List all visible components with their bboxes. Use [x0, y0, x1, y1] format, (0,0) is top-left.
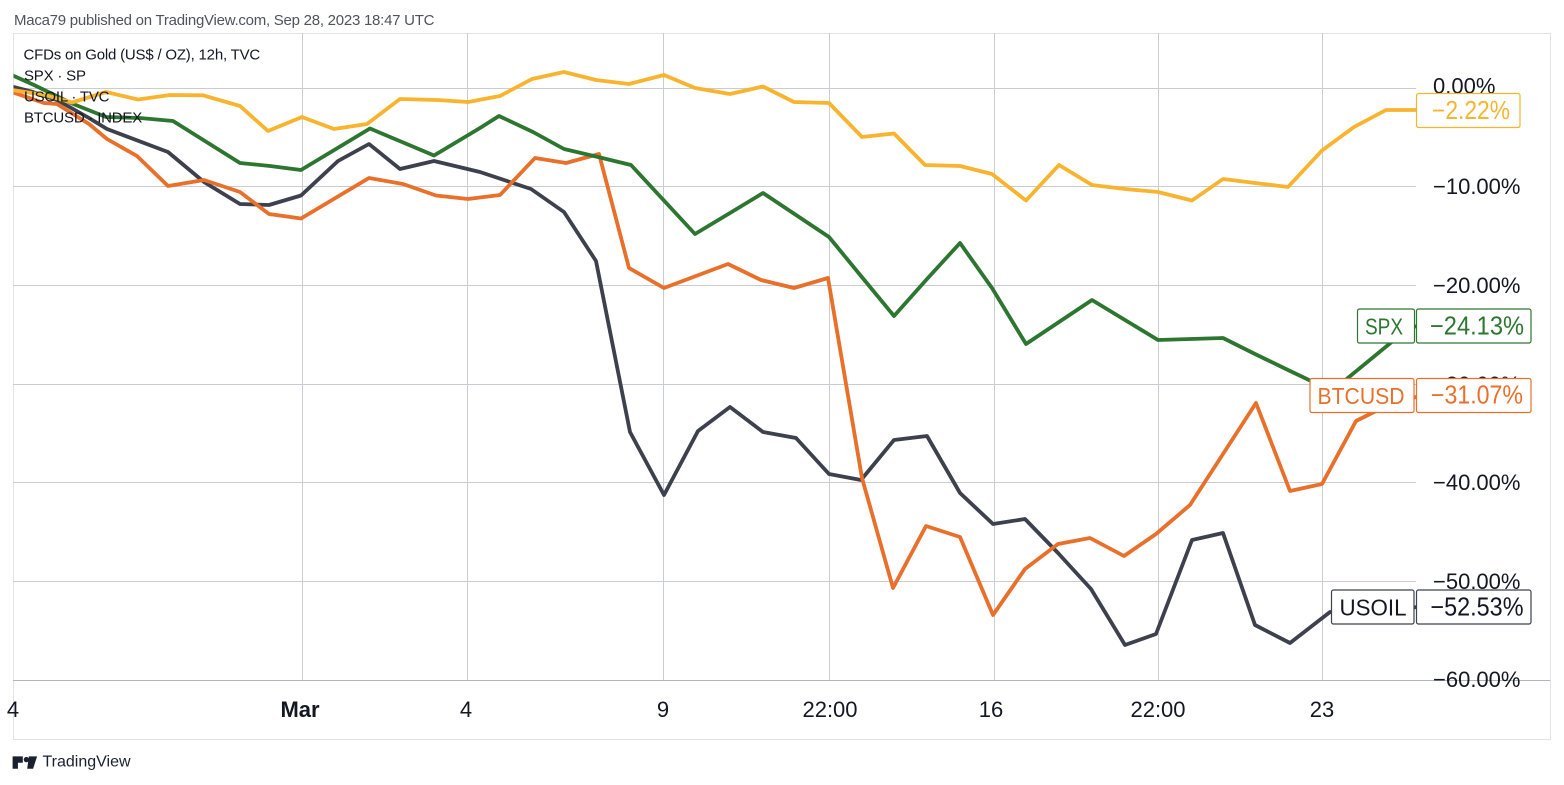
svg-text:USOIL · TVC: USOIL · TVC — [24, 89, 110, 106]
svg-text:−52.53%: −52.53% — [1431, 594, 1524, 622]
svg-text:USOIL: USOIL — [1340, 595, 1407, 621]
svg-text:−31.07%: −31.07% — [1431, 382, 1523, 410]
svg-text:−60.00%: −60.00% — [1433, 667, 1520, 692]
svg-text:4: 4 — [7, 697, 19, 722]
svg-text:SPX: SPX — [1365, 314, 1403, 340]
svg-text:CFDs on Gold (US$ / OZ), 12h,: CFDs on Gold (US$ / OZ), 12h, TVC — [24, 47, 261, 64]
svg-text:BTCUSD · INDEX: BTCUSD · INDEX — [24, 110, 142, 127]
svg-text:−10.00%: −10.00% — [1433, 174, 1520, 199]
svg-text:22:00: 22:00 — [1130, 697, 1185, 722]
svg-text:4: 4 — [460, 697, 472, 722]
svg-text:−2.22%: −2.22% — [1432, 97, 1510, 125]
svg-text:−20.00%: −20.00% — [1433, 273, 1520, 298]
svg-text:TradingView: TradingView — [43, 754, 131, 771]
svg-text:BTCUSD: BTCUSD — [1318, 383, 1405, 409]
svg-text:SPX · SP: SPX · SP — [24, 68, 86, 85]
svg-text:23: 23 — [1310, 697, 1334, 722]
svg-text:22:00: 22:00 — [802, 697, 857, 722]
svg-text:−24.13%: −24.13% — [1430, 313, 1524, 341]
svg-text:Mar: Mar — [280, 697, 320, 722]
svg-text:16: 16 — [979, 697, 1003, 722]
svg-text:−40.00%: −40.00% — [1433, 470, 1520, 495]
svg-text:9: 9 — [657, 697, 669, 722]
